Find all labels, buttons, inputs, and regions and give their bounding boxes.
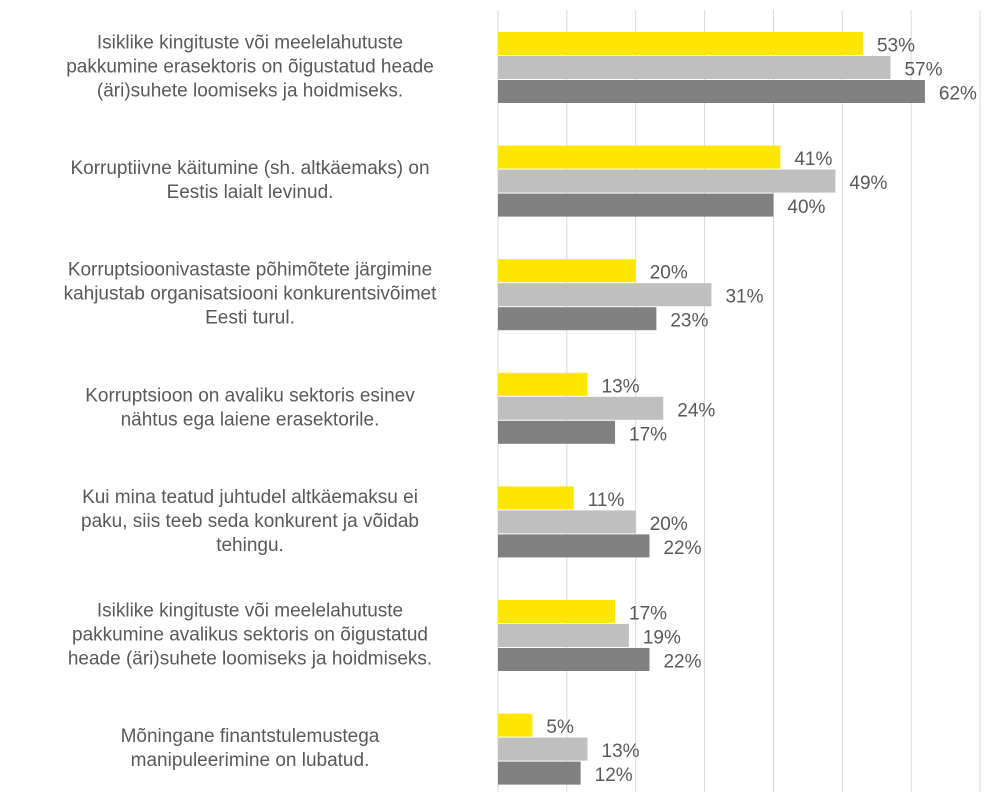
value-label: 12% <box>595 765 633 786</box>
bar <box>498 56 891 79</box>
bar <box>498 283 712 307</box>
bar <box>498 259 636 283</box>
bar <box>498 600 616 623</box>
value-label: 62% <box>939 84 977 105</box>
value-label: 17% <box>629 604 667 625</box>
category-label: Korruptsioon on avaliku sektoris esinev <box>85 385 415 406</box>
category-label: (äri)suhete loomiseks ja hoidmiseks. <box>97 81 403 102</box>
value-label: 5% <box>546 717 574 738</box>
category-label: paku, siis teeb seda konkurent ja võidab <box>81 511 419 532</box>
bar <box>498 713 533 737</box>
value-label: 53% <box>877 36 915 57</box>
value-label: 13% <box>602 741 640 762</box>
value-label: 24% <box>677 400 715 421</box>
category-label: nähtus ega laiene erasektorile. <box>121 409 380 430</box>
category-label: tehingu. <box>216 535 284 556</box>
value-label: 41% <box>794 149 832 170</box>
bar <box>498 80 925 103</box>
value-label: 57% <box>904 60 942 81</box>
category-label: Eestis laialt levinud. <box>167 182 334 203</box>
value-label: 20% <box>650 514 688 535</box>
category-label: pakkumine erasektoris on õigustatud head… <box>66 57 434 78</box>
bar <box>498 510 636 534</box>
value-label: 40% <box>787 197 825 218</box>
value-label: 31% <box>725 287 763 308</box>
category-label: pakkumine avalikus sektoris on õigustatu… <box>72 625 428 646</box>
bar <box>498 624 629 647</box>
bar <box>498 145 781 169</box>
category-label: Kui mina teatud juhtudel altkäemaksu ei <box>82 487 418 508</box>
bar <box>498 534 650 558</box>
bar <box>498 420 616 444</box>
bar <box>498 396 664 420</box>
bar <box>498 32 863 55</box>
bar <box>498 486 574 510</box>
bar <box>498 193 774 217</box>
value-label: 13% <box>602 376 640 397</box>
category-label: Korruptiivne käitumine (sh. altkäemaks) … <box>70 158 429 179</box>
value-label: 22% <box>663 538 701 559</box>
value-label: 23% <box>670 311 708 332</box>
bar <box>498 307 657 331</box>
category-label: kahjustab organisatsiooni konkurentsivõi… <box>64 284 438 305</box>
value-label: 19% <box>643 628 681 649</box>
bar <box>498 169 836 193</box>
bar <box>498 761 581 785</box>
value-label: 17% <box>629 424 667 445</box>
category-label: Eesti turul. <box>205 308 295 329</box>
value-label: 20% <box>650 263 688 284</box>
category-label: heade (äri)suhete loomiseks ja hoidmisek… <box>68 649 432 670</box>
category-label: Isiklike kingituste või meelelahutuste <box>97 601 403 622</box>
value-label: 49% <box>849 173 887 194</box>
category-label: manipuleerimine on lubatud. <box>131 750 370 771</box>
bar <box>498 648 650 671</box>
category-label: Mõningane finantstulemustega <box>121 726 380 747</box>
bar <box>498 372 588 396</box>
category-label: Isiklike kingituste või meelelahutuste <box>97 33 403 54</box>
bar <box>498 737 588 761</box>
value-label: 11% <box>588 490 625 511</box>
value-label: 22% <box>663 652 701 673</box>
category-label: Korruptsioonivastaste põhimõtete järgimi… <box>68 260 432 281</box>
